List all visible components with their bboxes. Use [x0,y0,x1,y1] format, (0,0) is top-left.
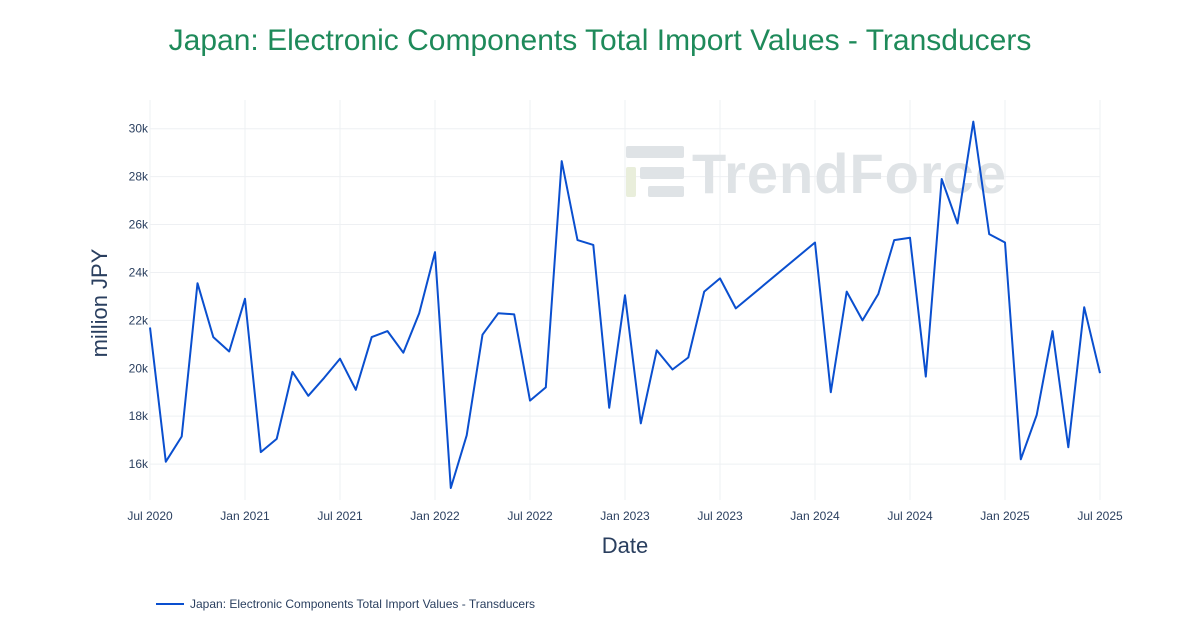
y-tick-label: 18k [129,409,149,423]
x-axis-ticks: Jul 2020 Jan 2021 Jul 2021 Jan 2022 Jul 2022… [127,509,1123,523]
watermark-text: TrendForce [692,142,1007,205]
legend[interactable]: Japan: Electronic Components Total Impor… [156,597,535,611]
x-tick-label: Jul 2021 [317,509,363,523]
series-line [149,120,1101,489]
x-tick-label: Jul 2025 [1077,509,1123,523]
y-tick-label: 24k [129,265,149,279]
y-tick-label: 26k [129,218,149,232]
x-tick-label: Jan 2023 [600,509,650,523]
x-tick-label: Jan 2025 [980,509,1030,523]
x-axis-title: Date [602,533,648,558]
chart-title: Japan: Electronic Components Total Impor… [169,24,1032,57]
x-tick-label: Jul 2024 [887,509,933,523]
x-tick-label: Jan 2021 [220,509,270,523]
x-tick-label: Jan 2022 [410,509,460,523]
x-tick-label: Jul 2022 [507,509,553,523]
y-tick-label: 22k [129,313,149,327]
y-tick-label: 28k [129,170,149,184]
y-tick-label: 16k [129,457,149,471]
x-tick-label: Jul 2023 [697,509,743,523]
y-tick-label: 30k [129,122,149,136]
trendforce-watermark: TrendForce [626,142,1007,205]
x-tick-label: Jan 2024 [790,509,840,523]
x-tick-label: Jul 2020 [127,509,173,523]
y-axis-title: million JPY [87,248,112,357]
y-axis-ticks: 16k 18k 20k 22k 24k 26k 28k 30k [129,122,149,471]
y-tick-label: 20k [129,361,149,375]
legend-item-label: Japan: Electronic Components Total Impor… [190,597,535,611]
trendforce-logo-icon [626,146,684,197]
